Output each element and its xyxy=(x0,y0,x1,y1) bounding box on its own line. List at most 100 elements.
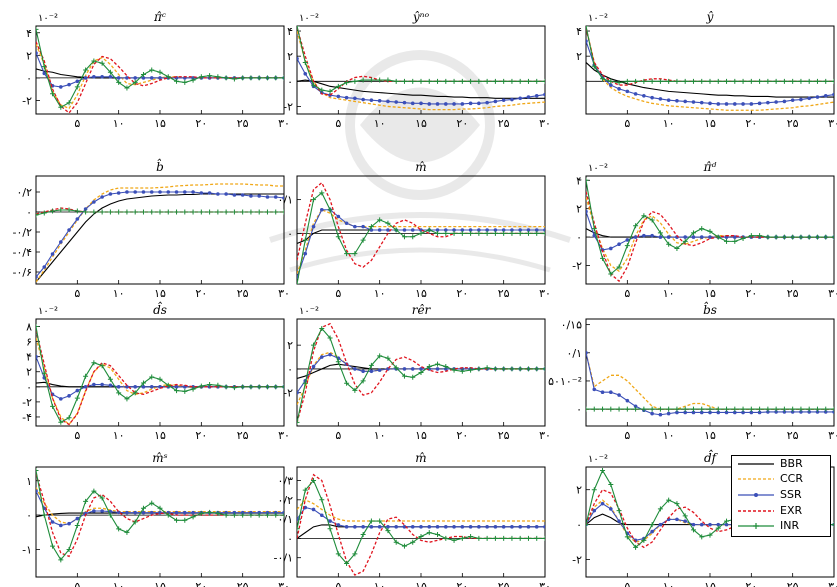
series-point-inr xyxy=(281,384,284,390)
series-point-ssr xyxy=(675,99,679,103)
panel-pi_d: ۴۲۰-۲۵ ۱۰ ۱۵ ۲۰ ۲۵ ۳۰π̂ᵈ۱۰⁻² xyxy=(572,160,837,300)
x-tick-label: ۲۰ xyxy=(195,429,207,442)
series-point-inr xyxy=(740,78,746,84)
x-tick-label: ۱۵ xyxy=(154,287,166,300)
series-point-inr xyxy=(534,230,540,236)
series-point-ssr xyxy=(320,207,324,212)
series-point-ssr xyxy=(361,224,365,229)
series-point-inr xyxy=(107,512,113,518)
series-point-inr xyxy=(492,535,498,541)
series-point-inr xyxy=(344,251,350,257)
series-point-inr xyxy=(765,406,771,412)
series-point-ssr xyxy=(435,525,440,529)
series-point-ssr xyxy=(149,385,154,389)
series-point-ssr xyxy=(609,83,613,87)
series-point-inr xyxy=(302,59,308,65)
series-point-ssr xyxy=(166,190,171,194)
series-point-ssr xyxy=(477,101,481,106)
series-point-inr xyxy=(132,390,138,396)
series-point-inr xyxy=(273,384,279,390)
series-point-inr xyxy=(484,78,490,84)
series-line-inr xyxy=(36,326,284,423)
series-point-ssr xyxy=(691,522,696,527)
series-point-inr xyxy=(435,230,441,236)
series-point-inr xyxy=(806,78,812,84)
x-tick-label: ۱۵ xyxy=(154,117,166,130)
series-point-inr xyxy=(368,362,374,368)
y-tick-label: -۲ xyxy=(572,554,582,567)
series-point-inr xyxy=(798,78,804,84)
y-tick-label: -۴ xyxy=(22,411,32,424)
x-tick-label: ۵ xyxy=(624,287,630,300)
series-point-inr xyxy=(215,382,221,388)
series-line-ccr xyxy=(586,197,834,273)
series-point-inr xyxy=(83,67,89,73)
x-tick-label: ۲۰ xyxy=(195,287,207,300)
series-point-ssr xyxy=(650,95,654,100)
x-tick-label: ۳۰ xyxy=(278,117,290,130)
series-point-inr xyxy=(707,406,713,412)
series-point-inr xyxy=(443,364,449,370)
series-point-inr xyxy=(165,209,171,215)
series-point-inr xyxy=(240,512,246,518)
y-tick-label: -۰/۲ xyxy=(13,226,33,239)
scale-label: ۱۰⁻² xyxy=(38,306,58,317)
series-point-ssr xyxy=(344,95,349,100)
y-tick-label: ۰/۱ xyxy=(566,347,582,360)
series-point-inr xyxy=(264,512,270,518)
x-tick-label: ۳۰ xyxy=(539,117,551,130)
series-point-inr xyxy=(215,74,221,80)
x-tick-label: ۱۰ xyxy=(113,117,125,130)
panel-m_hat: ۰/۱ ۰ ۵ ۱۰ ۱۵ ۲۰ ۲۵ ۳۰ m̂ xyxy=(277,160,550,300)
series-point-ssr xyxy=(609,390,613,395)
series-point-inr xyxy=(377,217,383,223)
x-tick-label: ۱۵ xyxy=(704,117,716,130)
x-tick-label: ۱۰ xyxy=(663,287,675,300)
series-point-inr xyxy=(814,78,820,84)
series-point-inr xyxy=(732,406,738,412)
series-point-inr xyxy=(724,238,730,244)
series-point-inr xyxy=(36,212,39,218)
series-point-ssr xyxy=(311,224,316,229)
series-point-ssr xyxy=(724,522,729,527)
panel-title: ŷ xyxy=(706,10,714,24)
series-point-inr xyxy=(99,363,105,369)
series-point-ssr xyxy=(766,410,770,414)
series-point-inr xyxy=(297,419,300,425)
series-point-ssr xyxy=(757,410,762,415)
series-point-inr xyxy=(724,518,730,524)
series-point-ssr xyxy=(642,233,646,238)
series-point-ssr xyxy=(691,100,696,104)
series-point-inr xyxy=(715,234,721,240)
series-point-inr xyxy=(418,78,424,84)
series-point-inr xyxy=(215,510,221,516)
series-point-ssr xyxy=(708,101,712,106)
y-tick-label: ۰ xyxy=(287,532,293,545)
series-point-inr xyxy=(74,208,80,214)
y-tick-label: ۰ xyxy=(576,519,582,532)
series-point-inr xyxy=(790,234,796,240)
series-point-inr xyxy=(534,78,540,84)
series-point-inr xyxy=(207,509,213,515)
series-point-inr xyxy=(410,234,416,240)
series-point-inr xyxy=(215,209,221,215)
y-tick-label: -۲ xyxy=(22,94,32,107)
series-point-inr xyxy=(344,560,350,566)
legend-item-ssr: SSR xyxy=(732,487,830,503)
series-point-inr xyxy=(674,501,680,507)
series-point-ssr xyxy=(36,51,38,55)
series-point-inr xyxy=(174,78,180,84)
series-point-inr xyxy=(451,78,457,84)
series-group xyxy=(586,350,834,417)
series-point-inr xyxy=(806,234,812,240)
series-point-inr xyxy=(459,230,465,236)
series-line-exr xyxy=(297,27,545,96)
series-point-inr xyxy=(231,385,237,391)
series-point-inr xyxy=(682,406,688,412)
series-point-inr xyxy=(757,233,763,239)
series-point-ssr xyxy=(133,190,137,194)
series-point-ssr xyxy=(92,200,96,204)
series-point-inr xyxy=(66,547,72,552)
series-point-inr xyxy=(149,500,155,506)
series-point-inr xyxy=(690,406,696,412)
